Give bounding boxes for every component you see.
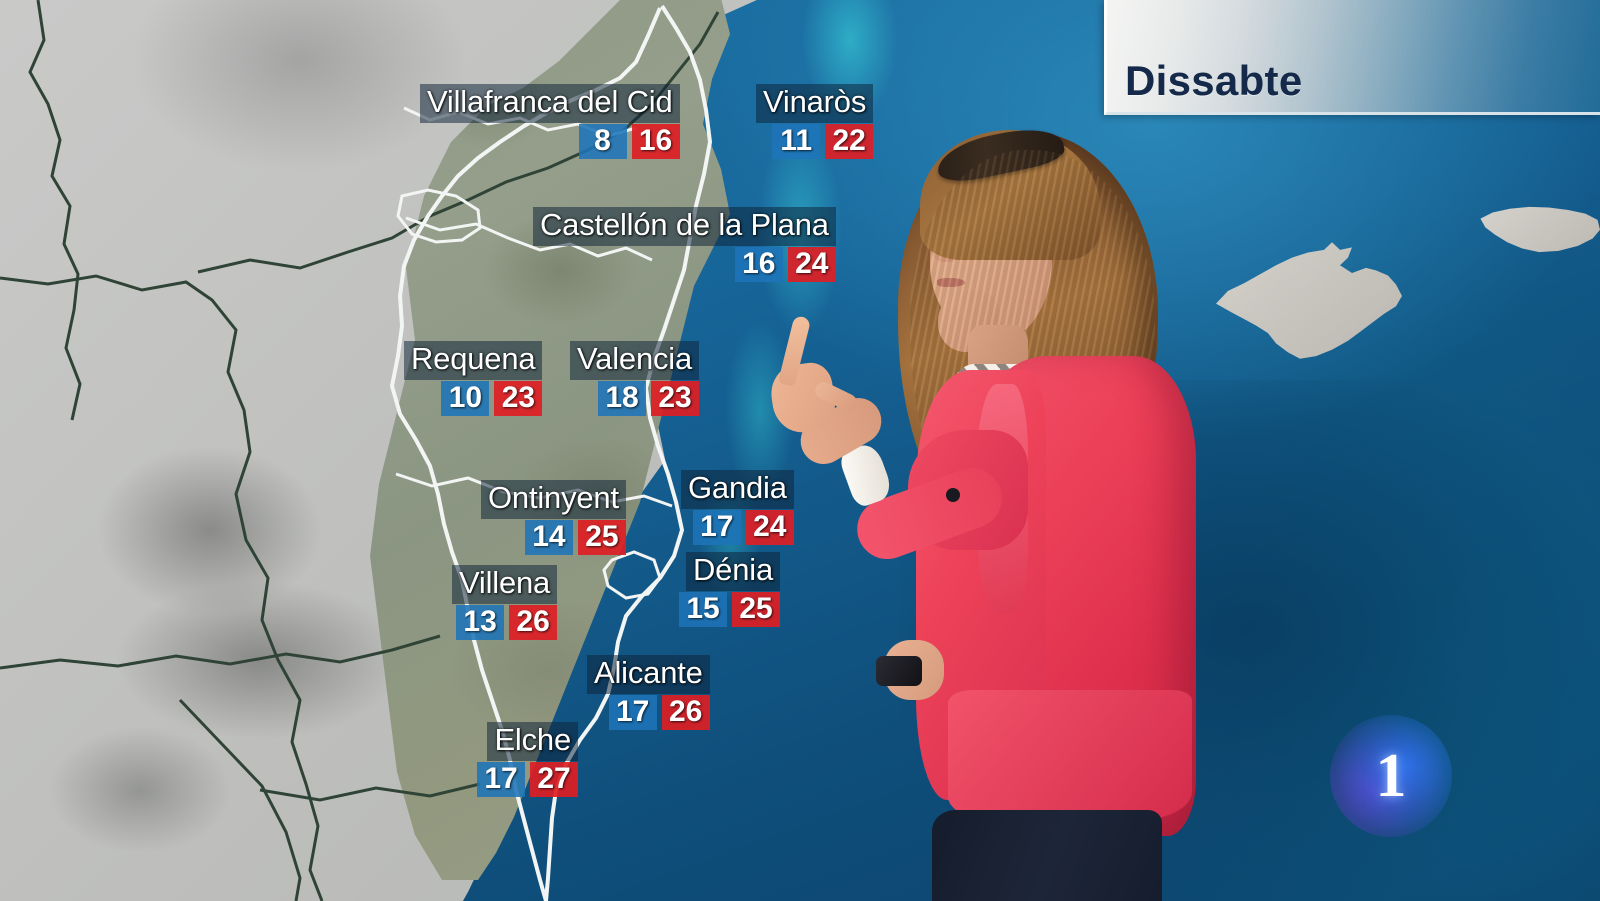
max-temp-badge: 23 xyxy=(494,380,543,416)
temperature-pair: 17 24 xyxy=(692,509,794,545)
max-temp-badge: 24 xyxy=(745,509,794,545)
day-banner: Dissabte xyxy=(1104,0,1600,115)
max-temp-badge: 22 xyxy=(825,123,874,159)
max-temp-badge: 16 xyxy=(631,123,680,159)
temperature-pair: 17 27 xyxy=(477,761,578,797)
city-label-requena[interactable]: Requena 10 23 xyxy=(404,341,543,416)
max-temp-badge: 25 xyxy=(577,519,626,555)
min-temp-badge: 17 xyxy=(692,509,741,545)
min-temp-badge: 14 xyxy=(524,519,573,555)
city-label-elche[interactable]: Elche 17 27 xyxy=(477,722,578,797)
city-label-valencia[interactable]: Valencia 18 23 xyxy=(570,341,700,416)
city-label-ontinyent[interactable]: Ontinyent 14 25 xyxy=(481,480,626,555)
max-temp-badge: 25 xyxy=(732,591,780,627)
min-temp-badge: 18 xyxy=(598,380,647,416)
day-label: Dissabte xyxy=(1125,57,1303,104)
presenter-trousers xyxy=(932,810,1162,901)
min-temp-badge: 16 xyxy=(734,246,783,282)
min-temp-badge: 17 xyxy=(608,694,657,730)
temperature-pair: 13 26 xyxy=(456,604,558,640)
presenter-mouth xyxy=(937,278,965,287)
min-temp-badge: 11 xyxy=(772,123,821,159)
city-name: Villena xyxy=(452,565,558,604)
min-temp-badge: 17 xyxy=(477,761,525,797)
city-name: Gandia xyxy=(681,470,794,509)
channel-logo: 1 xyxy=(1330,715,1452,837)
city-label-gandia[interactable]: Gandia 17 24 xyxy=(681,470,794,545)
city-label-alicante[interactable]: Alicante 17 26 xyxy=(587,655,710,730)
city-name: Valencia xyxy=(570,341,700,380)
city-name: Castellón de la Plana xyxy=(533,207,836,246)
remote-clicker xyxy=(876,656,922,686)
city-name: Requena xyxy=(404,341,543,380)
min-temp-badge: 15 xyxy=(679,591,727,627)
temperature-pair: 17 26 xyxy=(608,694,710,730)
weather-presenter xyxy=(767,120,1210,901)
city-name: Elche xyxy=(487,722,578,761)
temperature-pair: 11 22 xyxy=(772,123,874,159)
city-label-castellon-de-la-plana[interactable]: Castellón de la Plana 16 24 xyxy=(533,207,836,282)
max-temp-badge: 26 xyxy=(661,694,710,730)
city-name: Dénia xyxy=(686,552,780,591)
lapel-microphone-icon xyxy=(946,488,960,502)
temperature-pair: 18 23 xyxy=(598,380,700,416)
city-name: Ontinyent xyxy=(481,480,626,519)
temperature-pair: 16 24 xyxy=(734,246,836,282)
temperature-pair: 10 23 xyxy=(441,380,543,416)
max-temp-badge: 27 xyxy=(530,761,578,797)
min-temp-badge: 8 xyxy=(578,123,627,159)
city-name: Villafranca del Cid xyxy=(420,84,680,123)
channel-number: 1 xyxy=(1375,742,1407,810)
temperature-pair: 15 25 xyxy=(679,591,780,627)
temperature-pair: 8 16 xyxy=(578,123,680,159)
city-label-denia[interactable]: Dénia 15 25 xyxy=(679,552,780,627)
min-temp-badge: 10 xyxy=(441,380,490,416)
city-label-vinaros[interactable]: Vinaròs 11 22 xyxy=(756,84,874,159)
city-name: Vinaròs xyxy=(756,84,874,123)
temperature-pair: 14 25 xyxy=(524,519,626,555)
min-temp-badge: 13 xyxy=(456,604,505,640)
city-label-villena[interactable]: Villena 13 26 xyxy=(452,565,558,640)
max-temp-badge: 23 xyxy=(651,380,700,416)
presenter-jacket-hem xyxy=(948,690,1192,820)
city-label-villafranca-del-cid[interactable]: Villafranca del Cid 8 16 xyxy=(420,84,680,159)
max-temp-badge: 24 xyxy=(787,246,836,282)
max-temp-badge: 26 xyxy=(509,604,558,640)
city-name: Alicante xyxy=(587,655,710,694)
